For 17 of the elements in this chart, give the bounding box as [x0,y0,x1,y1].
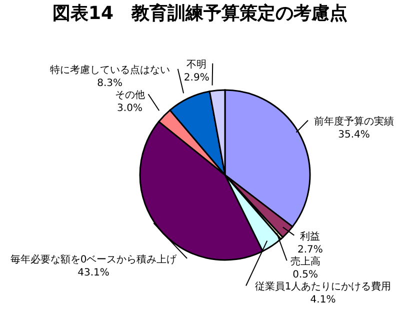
data-label: 2.9% [184,72,210,84]
data-label: 35.4% [338,129,370,140]
slice-label: 従業員1人あたりにかける費用 [254,280,392,293]
data-label: 4.1% [310,294,336,306]
data-label: 43.1% [78,267,110,278]
slice-label: 不明 [186,59,207,70]
slice-label: 前年度予算の実績 [314,115,394,128]
slice-label: その他 [114,89,145,102]
data-label: 8.3% [97,78,123,89]
slice-label: 売上高 [290,256,320,268]
data-label: 3.0% [117,103,142,114]
data-label: 0.5% [292,270,318,281]
slice-label: 利益 [300,230,320,242]
chart-title: 図表14 教育訓練予算策定の考慮点 [51,2,349,26]
data-label: 2.7% [297,244,323,256]
slice-label: 毎年必要な額を0ベースから積み上げ [10,253,178,266]
slice-label: 特に考慮している点はない [50,64,170,76]
